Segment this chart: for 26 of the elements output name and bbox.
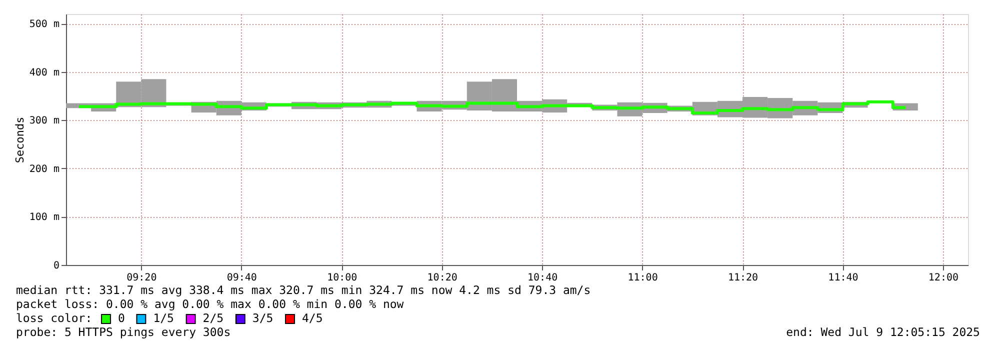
- x-tick-label: 09:20: [126, 272, 157, 284]
- x-tick-label: 12:00: [928, 272, 958, 284]
- x-tick-label: 09:40: [226, 272, 257, 284]
- y-tick-label: 0: [53, 260, 60, 272]
- x-tick-label: 11:20: [728, 272, 758, 284]
- legend-label: 4/5: [302, 311, 323, 325]
- y-tick-label: 100 m: [29, 212, 60, 224]
- legend-title: loss color:: [16, 311, 92, 325]
- x-tick-label: 10:00: [327, 272, 358, 284]
- text: probe: 5 HTTPS pings every 300s: [16, 325, 231, 339]
- x-tick-label: 11:00: [628, 272, 658, 284]
- legend-label: 0: [118, 311, 125, 325]
- x-tick-label: 10:20: [427, 272, 458, 284]
- y-axis-title: Seconds: [13, 116, 26, 164]
- legend-label: 1/5: [153, 311, 174, 325]
- y-tick-label: 200 m: [29, 164, 60, 175]
- y-tick-label: 500 m: [29, 19, 60, 30]
- y-tick-label: 400 m: [29, 67, 60, 78]
- text: packet loss: 0.00 % avg 0.00 % max 0.00 % min 0.00 % now: [16, 297, 404, 311]
- x-tick-label: 10:40: [528, 272, 558, 284]
- legend-label: 2/5: [202, 311, 224, 325]
- legend-label: 3/5: [252, 311, 274, 325]
- text: end: Wed Jul 9 12:05:15 2025: [786, 325, 980, 339]
- y-tick-label: 300 m: [29, 116, 60, 127]
- x-tick-label: 11:40: [828, 272, 858, 284]
- text: median rtt: 331.7 ms avg 338.4 ms max 320.7 ms min 324.7 ms now 4.2 ms sd 79.3 am/s: [16, 283, 591, 297]
